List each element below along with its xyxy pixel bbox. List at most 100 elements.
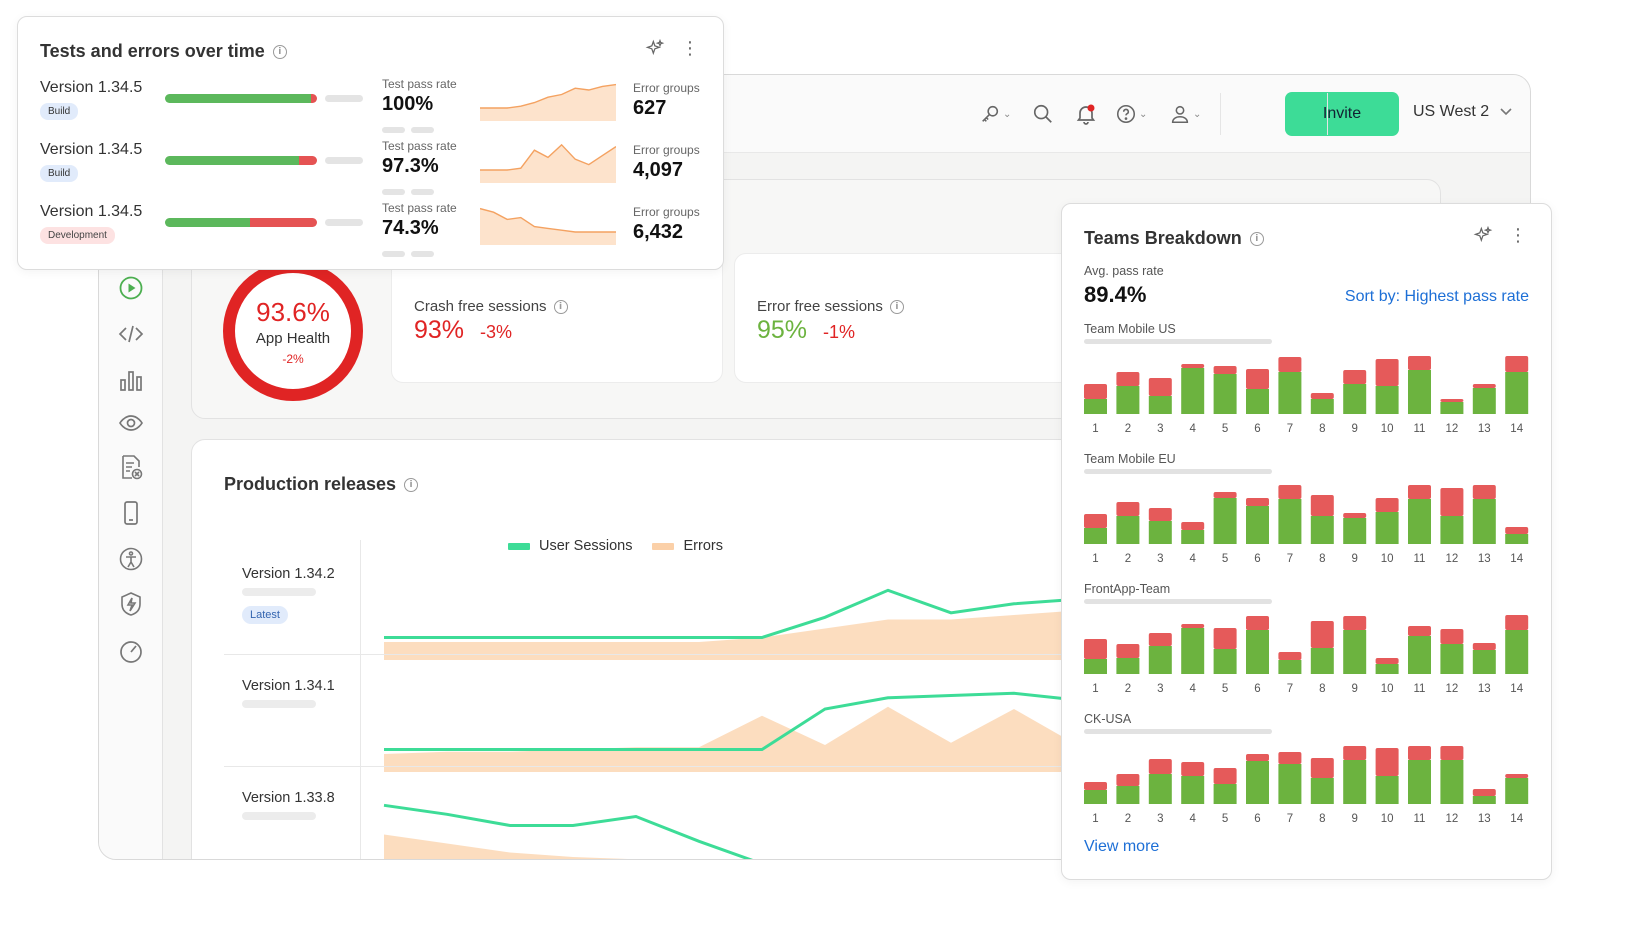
eye-icon[interactable] xyxy=(117,409,145,437)
code-icon[interactable] xyxy=(117,320,145,348)
pass-bar[interactable] xyxy=(1213,374,1237,414)
pass-bar[interactable] xyxy=(1343,384,1367,414)
more-icon[interactable]: ⋮ xyxy=(681,38,699,59)
fail-bar[interactable] xyxy=(1505,615,1529,630)
fail-bar[interactable] xyxy=(1213,366,1237,374)
pass-bar[interactable] xyxy=(1181,776,1205,804)
fail-bar[interactable] xyxy=(1440,399,1464,402)
fail-bar[interactable] xyxy=(1343,616,1367,630)
sparkle-icon[interactable] xyxy=(645,39,665,59)
pass-bar[interactable] xyxy=(1246,506,1269,544)
fail-bar[interactable] xyxy=(1246,616,1269,630)
fail-bar[interactable] xyxy=(1440,488,1464,516)
fail-bar[interactable] xyxy=(1181,522,1205,530)
fail-bar[interactable] xyxy=(1148,759,1172,774)
fail-bar[interactable] xyxy=(1148,378,1172,396)
pass-bar[interactable] xyxy=(1084,790,1107,804)
pass-bar[interactable] xyxy=(1472,388,1496,414)
fail-bar[interactable] xyxy=(1084,782,1107,790)
fail-bar[interactable] xyxy=(1310,393,1334,399)
pass-bar[interactable] xyxy=(1310,648,1334,674)
sparkle-icon[interactable] xyxy=(1473,226,1493,246)
help-icon[interactable]: ⌄ xyxy=(1115,99,1155,129)
pass-bar[interactable] xyxy=(1084,528,1107,544)
pass-bar[interactable] xyxy=(1375,776,1399,804)
fail-bar[interactable] xyxy=(1343,513,1367,518)
fail-bar[interactable] xyxy=(1310,758,1334,778)
pass-bar[interactable] xyxy=(1472,796,1496,804)
pass-bar[interactable] xyxy=(1505,534,1529,544)
legend-errors[interactable]: Errors xyxy=(652,538,723,554)
fail-bar[interactable] xyxy=(1310,621,1334,648)
pass-bar[interactable] xyxy=(1246,389,1269,414)
info-icon[interactable]: i xyxy=(1249,231,1264,246)
fail-bar[interactable] xyxy=(1440,746,1464,760)
pass-bar[interactable] xyxy=(1343,760,1367,804)
fail-bar[interactable] xyxy=(1375,658,1399,664)
fail-bar[interactable] xyxy=(1084,384,1107,399)
pass-bar[interactable] xyxy=(1181,368,1205,414)
test-row[interactable]: Version 1.34.5 Build Test pass rate 97.3% Er… xyxy=(40,139,720,201)
fail-bar[interactable] xyxy=(1310,495,1334,516)
fail-bar[interactable] xyxy=(1213,768,1237,784)
fail-bar[interactable] xyxy=(1181,364,1205,368)
fail-bar[interactable] xyxy=(1472,643,1496,650)
accessibility-icon[interactable] xyxy=(117,545,145,573)
document-error-icon[interactable] xyxy=(117,453,145,481)
pass-bar[interactable] xyxy=(1505,778,1529,804)
fail-bar[interactable] xyxy=(1375,359,1399,386)
pass-bar[interactable] xyxy=(1213,498,1237,544)
pass-bar[interactable] xyxy=(1408,370,1431,414)
pass-bar[interactable] xyxy=(1181,530,1205,544)
fail-bar[interactable] xyxy=(1116,774,1140,786)
mobile-icon[interactable] xyxy=(117,499,145,527)
bar-chart-icon[interactable] xyxy=(117,366,145,394)
fail-bar[interactable] xyxy=(1246,754,1269,761)
fail-bar[interactable] xyxy=(1148,508,1172,521)
fail-bar[interactable] xyxy=(1181,762,1205,776)
pass-bar[interactable] xyxy=(1213,649,1237,674)
search-icon[interactable] xyxy=(1032,99,1072,129)
fail-bar[interactable] xyxy=(1505,527,1529,534)
sort-link[interactable]: Sort by: Highest pass rate xyxy=(1344,288,1529,305)
fail-bar[interactable] xyxy=(1472,384,1496,388)
pass-bar[interactable] xyxy=(1310,399,1334,414)
pass-bar[interactable] xyxy=(1310,778,1334,804)
pass-bar[interactable] xyxy=(1148,646,1172,674)
pass-bar[interactable] xyxy=(1278,660,1302,674)
fail-bar[interactable] xyxy=(1375,748,1399,776)
fail-bar[interactable] xyxy=(1375,498,1399,512)
fail-bar[interactable] xyxy=(1181,624,1205,628)
pass-bar[interactable] xyxy=(1278,372,1302,414)
pass-bar[interactable] xyxy=(1505,630,1529,674)
invite-button[interactable]: Invite xyxy=(1285,92,1399,136)
fail-bar[interactable] xyxy=(1408,626,1431,636)
bell-icon[interactable] xyxy=(1074,99,1114,129)
fail-bar[interactable] xyxy=(1116,644,1140,658)
pass-bar[interactable] xyxy=(1375,386,1399,414)
pass-bar[interactable] xyxy=(1408,499,1431,544)
fail-bar[interactable] xyxy=(1440,629,1464,644)
gauge-icon[interactable] xyxy=(117,637,145,665)
shield-bolt-icon[interactable] xyxy=(117,590,145,618)
legend-user-sessions[interactable]: User Sessions xyxy=(508,538,632,554)
pass-bar[interactable] xyxy=(1116,386,1140,414)
pass-bar[interactable] xyxy=(1246,630,1269,674)
fail-bar[interactable] xyxy=(1213,492,1237,498)
info-icon[interactable]: i xyxy=(553,299,568,314)
pass-bar[interactable] xyxy=(1116,516,1140,544)
fail-bar[interactable] xyxy=(1472,789,1496,796)
pass-bar[interactable] xyxy=(1408,760,1431,804)
pass-bar[interactable] xyxy=(1084,659,1107,674)
fail-bar[interactable] xyxy=(1084,639,1107,659)
pass-bar[interactable] xyxy=(1181,628,1205,674)
pass-bar[interactable] xyxy=(1505,372,1529,414)
play-icon[interactable] xyxy=(117,274,145,302)
fail-bar[interactable] xyxy=(1408,746,1431,760)
pass-bar[interactable] xyxy=(1440,644,1464,674)
pass-bar[interactable] xyxy=(1408,636,1431,674)
pass-bar[interactable] xyxy=(1440,516,1464,544)
pass-bar[interactable] xyxy=(1246,761,1269,804)
info-icon[interactable]: i xyxy=(404,477,419,492)
release-row[interactable]: Version 1.34.1 xyxy=(224,660,1424,772)
